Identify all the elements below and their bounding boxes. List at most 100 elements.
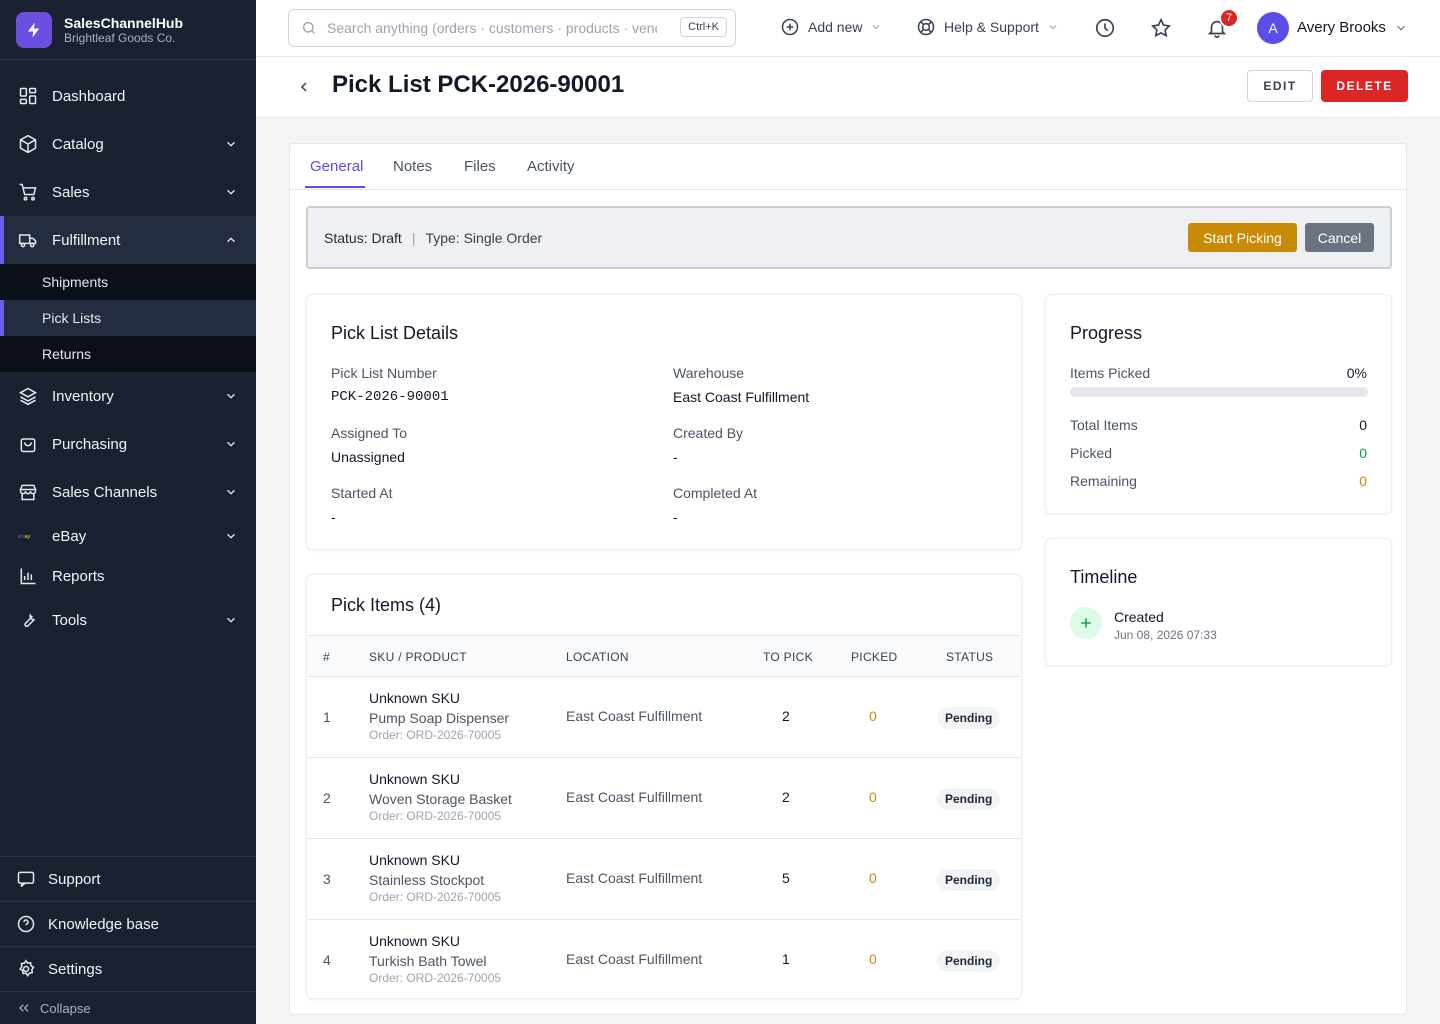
search-box[interactable]: Ctrl+K [288,9,736,47]
location: East Coast Fulfillment [566,870,703,886]
sidebar-item-label: Purchasing [52,435,128,453]
dashboard-icon [18,86,38,106]
search-shortcut: Ctrl+K [680,17,727,37]
sidebar-knowledge-base[interactable]: Knowledge base [0,901,256,946]
table-row[interactable]: 1 Unknown SKU Pump Soap Dispenser Order: OR… [307,677,1021,758]
remaining-value: 0 [1359,473,1367,489]
back-button[interactable] [296,79,312,100]
sidebar-subitem-shipments[interactable]: Shipments [0,264,256,300]
sidebar-item-label: Sales Channels [52,483,158,501]
started-at-value: - [331,509,336,525]
help-support-button[interactable]: Help & Support [916,17,1059,37]
field-label: Pick List Number [331,365,437,381]
avatar[interactable]: A [1257,12,1289,44]
progress-panel: Progress Items Picked 0% Total Items 0 P… [1045,294,1392,514]
search-input[interactable] [327,20,657,36]
chevron-down-icon [227,489,235,495]
search-icon [303,22,315,34]
table-row[interactable]: 4 Unknown SKU Turkish Bath Towel Order: ORD… [307,920,1021,998]
add-new-button[interactable]: Add new [780,17,882,37]
user-menu[interactable]: Avery Brooks [1297,19,1408,36]
gear-icon [16,959,36,979]
table-row[interactable]: 3 Unknown SKU Stainless Stockpot Order: ORD… [307,839,1021,920]
notifications-button[interactable]: 7 [1206,8,1239,39]
cart-icon [18,182,38,202]
cancel-button[interactable]: Cancel [1305,223,1374,252]
sidebar-item-dashboard[interactable]: Dashboard [0,72,256,120]
topbar: Ctrl+K Add new Help & Support 7 A Avery … [256,0,1440,57]
row-number: 1 [323,709,331,725]
sidebar-item-label: Reports [52,567,105,585]
field-label: Warehouse [673,365,745,381]
sidebar-item-label: Dashboard [52,87,126,105]
sidebar-item-label: eBay [52,527,87,545]
field-label: Assigned To [331,425,408,441]
sku: Unknown SKU [369,771,461,787]
table-row[interactable]: 2 Unknown SKU Woven Storage Basket Order: O… [307,758,1021,839]
sidebar-support-label: Support [48,870,101,888]
chevron-down-icon [1049,25,1057,30]
sidebar-item-sales-channels[interactable]: Sales Channels [0,468,256,516]
sku-product-cell: Unknown SKU Turkish Bath Towel Order: ORD-… [369,933,501,985]
total-items-value: 0 [1359,417,1367,433]
chevron-up-icon [227,237,235,243]
status-badge: Pending [937,950,1001,972]
sidebar-settings[interactable]: Settings [0,946,256,991]
pick-list-details-panel: Pick List Details Pick List Number PCK-2… [306,294,1022,550]
field-label: Started At [331,485,393,501]
tab-notes[interactable]: Notes [393,158,433,175]
sidebar-item-inventory[interactable]: Inventory [0,372,256,420]
tab-files[interactable]: Files [464,158,496,175]
sidebar-item-fulfillment[interactable]: Fulfillment [0,216,256,264]
created-by-value: - [673,449,678,465]
location: East Coast Fulfillment [566,951,703,967]
sidebar-item-tools[interactable]: Tools [0,596,256,644]
completed-at-value: - [673,509,678,525]
status-bar: Status: Draft | Type: Single Order Start P… [306,206,1392,269]
double-chevron-left-icon [19,1004,29,1012]
store-icon [18,482,38,502]
fulfillment-subnav: Shipments Pick Lists Returns [0,264,256,372]
to-pick-qty: 5 [782,870,790,886]
to-pick-qty: 1 [782,951,790,967]
sidebar-item-sales[interactable]: Sales [0,168,256,216]
column-header: # [323,650,330,664]
tab-activity[interactable]: Activity [527,158,575,175]
sidebar-item-catalog[interactable]: Catalog [0,120,256,168]
row-number: 3 [323,871,331,887]
table-header: # SKU / PRODUCT LOCATION TO PICK PICKED … [307,635,1021,677]
start-picking-button[interactable]: Start Picking [1188,223,1297,252]
sidebar: SalesChannelHub Brightleaf Goods Co. Das… [0,0,256,1024]
sidebar-support[interactable]: Support [0,856,256,901]
sidebar-subitem-returns[interactable]: Returns [0,336,256,372]
sidebar-subitem-pick-lists[interactable]: Pick Lists [0,300,256,336]
sku-product-cell: Unknown SKU Pump Soap Dispenser Order: ORD… [369,690,509,742]
warehouse-value: East Coast Fulfillment [673,389,810,405]
sidebar-collapse[interactable]: Collapse [0,991,256,1024]
column-header: PICKED [851,650,898,664]
field-label: Completed At [673,485,758,501]
delete-button[interactable]: DELETE [1321,70,1408,102]
bag-icon [18,434,38,454]
history-button[interactable] [1094,17,1116,39]
chevron-left-icon [300,82,307,92]
sidebar-item-reports[interactable]: Reports [0,556,256,596]
help-circle-icon [16,914,36,934]
sidebar-item-ebay[interactable]: ebay eBay [0,516,256,556]
sidebar-subitem-label: Pick Lists [42,310,102,326]
app-name: SalesChannelHub [64,14,184,31]
chevron-down-icon [873,25,880,30]
brand[interactable]: SalesChannelHub Brightleaf Goods Co. [0,0,256,60]
product-name: Woven Storage Basket [369,791,512,807]
favorites-button[interactable] [1150,17,1172,39]
box-icon [18,134,38,154]
order-ref: Order: ORD-2026-70005 [369,971,502,985]
tab-general[interactable]: General [310,158,364,175]
help-support-label: Help & Support [944,19,1039,35]
sidebar-collapse-label: Collapse [40,1000,91,1016]
sku: Unknown SKU [369,933,461,949]
sidebar-item-purchasing[interactable]: Purchasing [0,420,256,468]
status-info: Status: Draft | Type: Single Order [324,230,542,246]
edit-button[interactable]: EDIT [1247,70,1313,102]
location: East Coast Fulfillment [566,708,703,724]
